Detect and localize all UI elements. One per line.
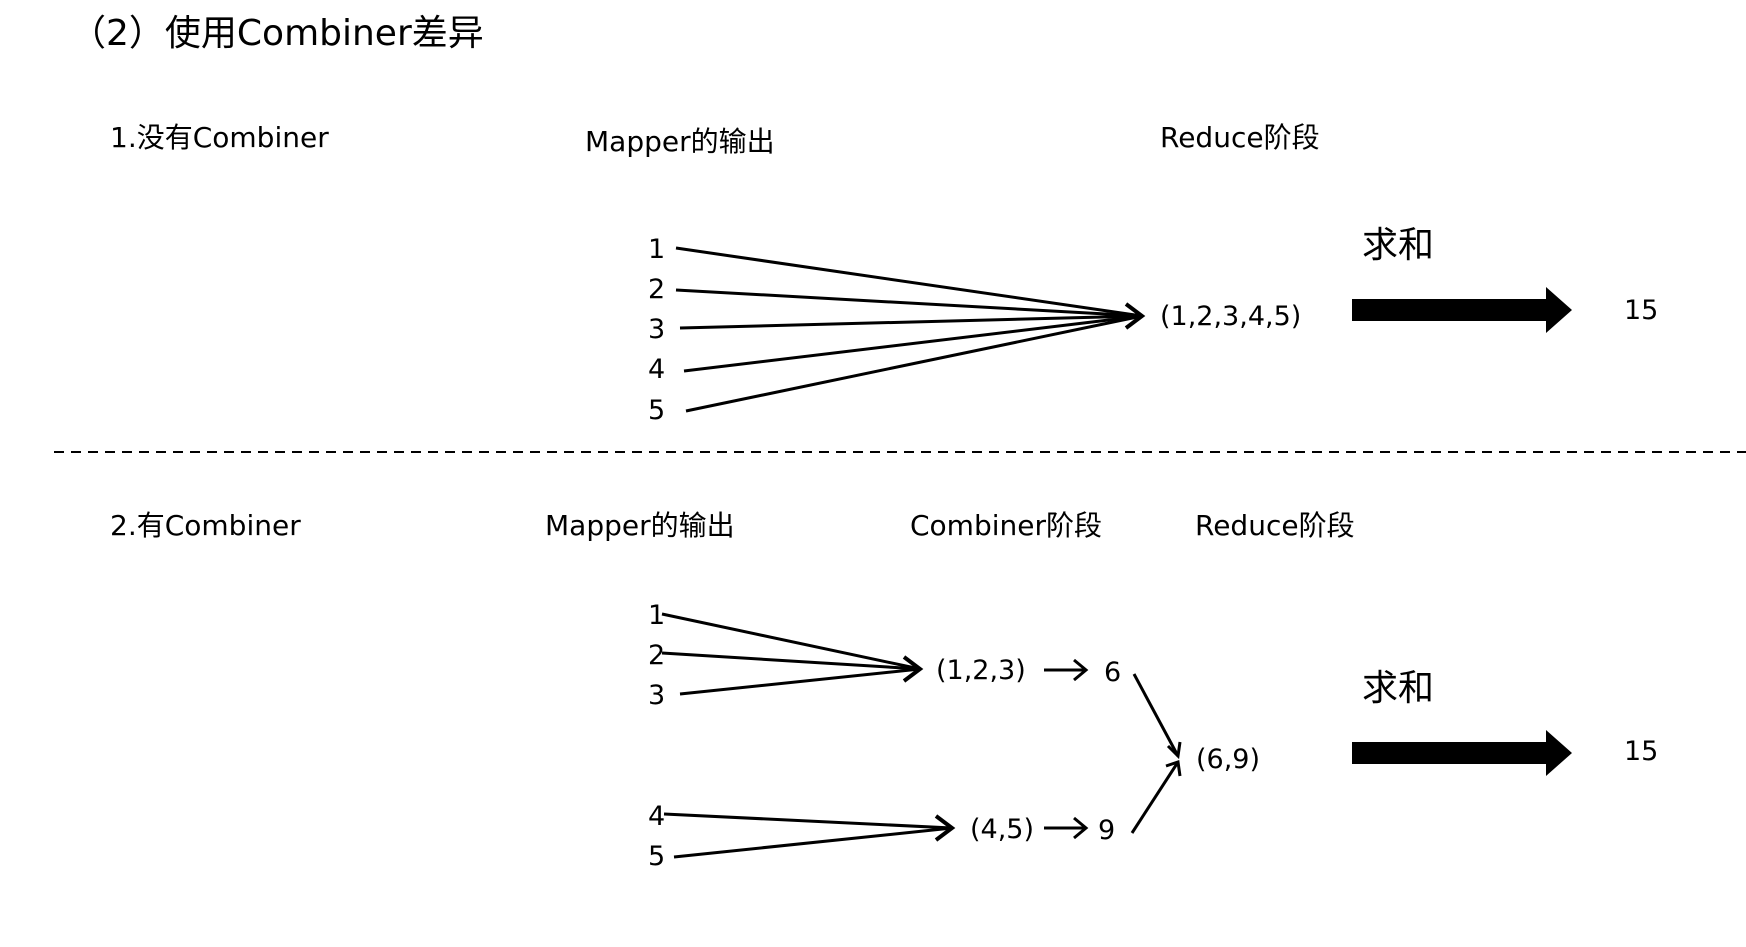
section2-collected: (6,9) (1196, 744, 1261, 775)
section1-mapper-value-2: 2 (648, 274, 666, 305)
converge-arrowhead-b (934, 814, 956, 842)
section1-reduce-label: Reduce阶段 (1160, 121, 1320, 154)
arrow-6-to-reduce (1132, 673, 1180, 757)
section2-result: 15 (1624, 736, 1659, 767)
section2-combiner-label: Combiner阶段 (910, 509, 1102, 542)
section2-heading: 2.有Combiner (110, 509, 301, 542)
section2-combiner-input-a: (1,2,3) (936, 655, 1026, 686)
combiner-arrows (1044, 658, 1089, 840)
section1-mapper-value-4: 4 (648, 354, 666, 385)
section2-mapper-value-2: 2 (648, 640, 666, 671)
arrow-9-to-reduce (1130, 761, 1180, 834)
arrow-5-to-collected (685, 314, 1143, 413)
sum-arrow-1 (1352, 287, 1572, 333)
section2-combiner-input-b: (4,5) (970, 814, 1035, 845)
section2-mapper-value-4: 4 (648, 801, 666, 832)
arrow-2-to-collected (675, 288, 1143, 318)
arrowhead-6 (1166, 741, 1182, 760)
arrow-4-to-collected (683, 314, 1143, 373)
converge-arrowhead-a (902, 655, 924, 683)
arrow-1-to-collected (675, 246, 1143, 318)
section2-reduce-label: Reduce阶段 (1195, 509, 1355, 542)
page-title: （2）使用Combiner差异 (70, 13, 484, 54)
section2-mapper-arrows-b (663, 812, 956, 859)
converge-arrowhead (1124, 302, 1146, 330)
section2-mapper-value-5: 5 (648, 841, 666, 872)
arrow-a3 (679, 667, 921, 696)
arrow-a1 (661, 612, 921, 671)
section1-operation: 求和 (1362, 225, 1435, 266)
section2-mapper-label: Mapper的输出 (545, 509, 735, 542)
arrow-a2 (661, 651, 921, 671)
section1-mapper-value-5: 5 (648, 395, 666, 426)
combine-arrowhead-b (1073, 816, 1089, 840)
arrowhead-9 (1165, 760, 1182, 777)
section1-mapper-value-3: 3 (648, 314, 666, 345)
reduce-input-arrows (1130, 673, 1182, 834)
section2-operation: 求和 (1362, 668, 1435, 709)
section2-mapper-value-1: 1 (648, 600, 666, 631)
section2-combiner-output-a: 6 (1104, 657, 1122, 688)
section2-mapper-arrows-a (661, 612, 924, 696)
arrow-b5 (673, 826, 953, 859)
sum-arrow-2 (1352, 730, 1572, 776)
section2-mapper-value-3: 3 (648, 680, 666, 711)
section1-collected: (1,2,3,4,5) (1160, 301, 1302, 332)
section1-mapper-label: Mapper的输出 (585, 125, 775, 158)
section1-mapper-value-1: 1 (648, 234, 666, 265)
arrow-3-to-collected (679, 314, 1143, 330)
arrow-b4 (663, 812, 953, 830)
section2-combiner-output-b: 9 (1098, 815, 1116, 846)
section1-mapper-arrows (675, 246, 1146, 413)
section1-heading: 1.没有Combiner (110, 121, 329, 154)
combine-arrowhead-a (1073, 658, 1089, 682)
section1-result: 15 (1624, 295, 1659, 326)
